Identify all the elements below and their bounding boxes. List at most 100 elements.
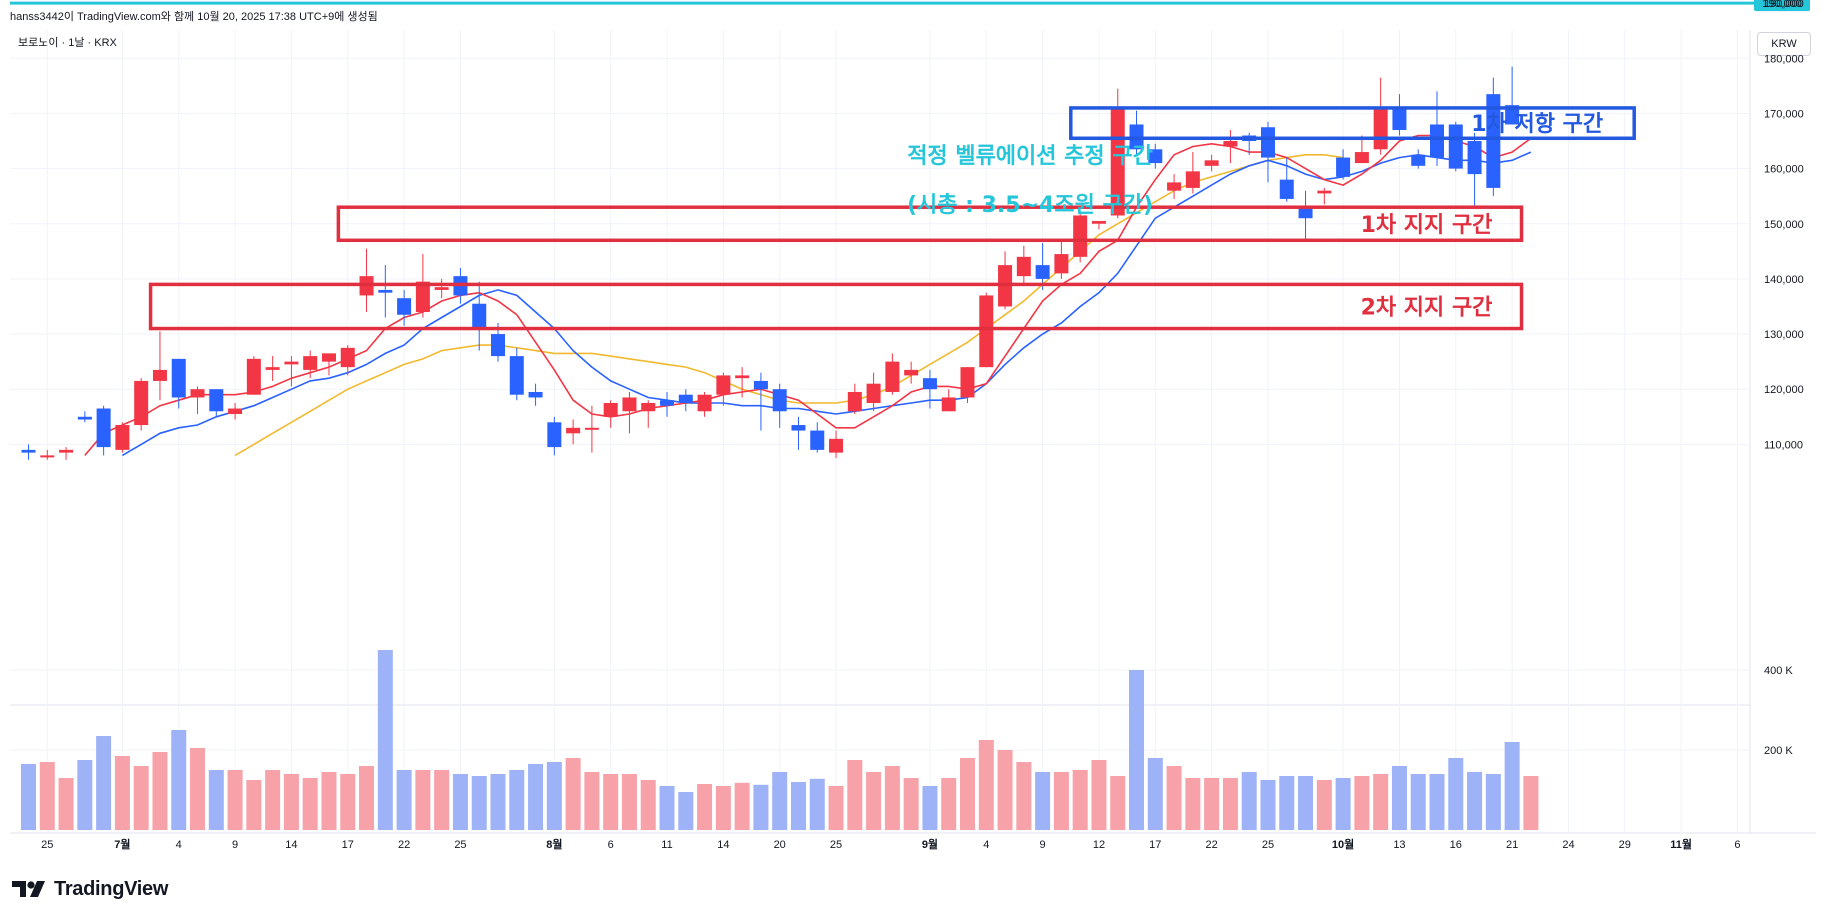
time-tick-label: 22 (1206, 839, 1218, 851)
volume-bar (1147, 758, 1163, 830)
candle-body (303, 356, 318, 370)
volume-bar (340, 774, 356, 830)
time-tick-label: 17 (1149, 839, 1161, 851)
symbol-legend[interactable]: 보로노이 · 1날 · KRX (18, 37, 117, 49)
horizontal-lines: 217,000190,000 (10, 0, 1810, 12)
time-axis: 25 7월 4 9 14 17 22 25 8월 6 11 14 20 25 9월 4 9 12 17 22 25 10월… (41, 837, 1740, 851)
volume-bar (884, 766, 900, 830)
price-tick-label: 170,000 (1764, 108, 1804, 120)
candle-body (415, 281, 430, 312)
currency-button[interactable]: KRW (1757, 32, 1811, 56)
candle-body (1185, 171, 1200, 188)
candle-body (810, 430, 825, 450)
valuation-title: 적정 벨류에이션 추정 구간 (907, 144, 1153, 169)
candle-body (228, 408, 243, 415)
candle-body (1148, 149, 1163, 164)
volume-bar (1166, 766, 1182, 830)
candle-body (960, 367, 975, 398)
candle-body (171, 358, 186, 398)
volume-bar (528, 764, 544, 830)
volume-bar (772, 772, 788, 830)
candle-body (59, 449, 74, 453)
candle-body (941, 397, 956, 412)
candle-body (1486, 94, 1501, 188)
volume-bar (1485, 774, 1501, 830)
volume-bar (1504, 742, 1520, 830)
time-tick-label: 12 (1093, 839, 1105, 851)
candle-body (1505, 105, 1520, 125)
candle-body (1373, 107, 1388, 150)
volume-bar (659, 786, 675, 830)
candle-body (40, 455, 55, 458)
time-tick-label: 16 (1450, 839, 1462, 851)
moving-averages (84, 134, 1532, 457)
volume-bar (1185, 778, 1201, 830)
volume-bar (1373, 774, 1389, 830)
tradingview-logo[interactable]: TradingView (12, 876, 168, 902)
time-tick-label: 8월 (546, 837, 562, 851)
resistance-label: 1차 저항 구간 (1471, 112, 1603, 137)
volume-bar (866, 772, 882, 830)
candle-body (190, 389, 205, 398)
candle-body (1392, 107, 1407, 130)
support2-zone (148, 282, 1524, 331)
volume-bar (1279, 776, 1295, 830)
candle-body (1298, 207, 1313, 219)
volume-bar (1298, 776, 1314, 830)
volume-bar (471, 776, 487, 830)
candle-body (1467, 141, 1482, 175)
candle-body (152, 369, 167, 381)
volume-bar (1429, 774, 1445, 830)
candle-body (1336, 157, 1351, 177)
volume-bar (941, 778, 957, 830)
support1-label: 1차 지지 구간 (1361, 213, 1493, 238)
candle-body (1054, 254, 1069, 274)
candle-body (904, 369, 919, 376)
volume-bar (377, 650, 393, 830)
volume-axis: 400 K 200 K (1764, 665, 1793, 757)
time-tick-label: 25 (41, 839, 53, 851)
candle-body (547, 422, 562, 448)
time-tick-label: 9월 (922, 837, 938, 851)
time-tick-label: 10월 (1332, 837, 1354, 851)
chart-caption: hanss3442이 TradingView.com와 함께 10월 20, 2… (10, 11, 378, 23)
volume-bar (960, 758, 975, 830)
candle-body (77, 416, 92, 420)
candle-body (566, 427, 581, 434)
candle-body (115, 425, 130, 450)
volume-bar (1053, 772, 1069, 830)
candle-body (1317, 190, 1332, 194)
volume-bar (1316, 780, 1332, 830)
ma-long-line (234, 154, 1344, 457)
volume-bar (509, 770, 525, 830)
candle-body (265, 367, 280, 370)
time-tick-label: 4 (176, 839, 182, 851)
candle-body (1073, 215, 1088, 257)
candle-body (1260, 127, 1275, 158)
time-tick-label: 25 (1262, 839, 1274, 851)
price-tick-label: 130,000 (1764, 329, 1804, 341)
price-tick-label: 160,000 (1764, 164, 1804, 176)
ma-mid-line (121, 151, 1532, 457)
volume-bar (640, 780, 656, 830)
price-tick-label: 140,000 (1764, 274, 1804, 286)
candle-body (1167, 182, 1182, 191)
volume-bars (21, 650, 1539, 830)
volume-bar (1222, 778, 1238, 830)
price-tick-label: 190,000 (1764, 0, 1804, 10)
volume-bar (227, 770, 243, 830)
ma-short-line (84, 134, 1532, 456)
volume-bar (546, 762, 562, 830)
support1-zone (336, 205, 1524, 243)
candle-body (979, 295, 994, 368)
time-tick-label: 24 (1562, 839, 1574, 851)
volume-bar (452, 774, 468, 830)
candle-body (697, 394, 712, 412)
candle-body (509, 356, 524, 395)
candle-body (584, 427, 599, 430)
candle-body (791, 425, 806, 431)
time-tick-label: 11 (661, 839, 672, 851)
volume-bar (321, 772, 337, 830)
time-tick-label: 14 (717, 839, 729, 851)
